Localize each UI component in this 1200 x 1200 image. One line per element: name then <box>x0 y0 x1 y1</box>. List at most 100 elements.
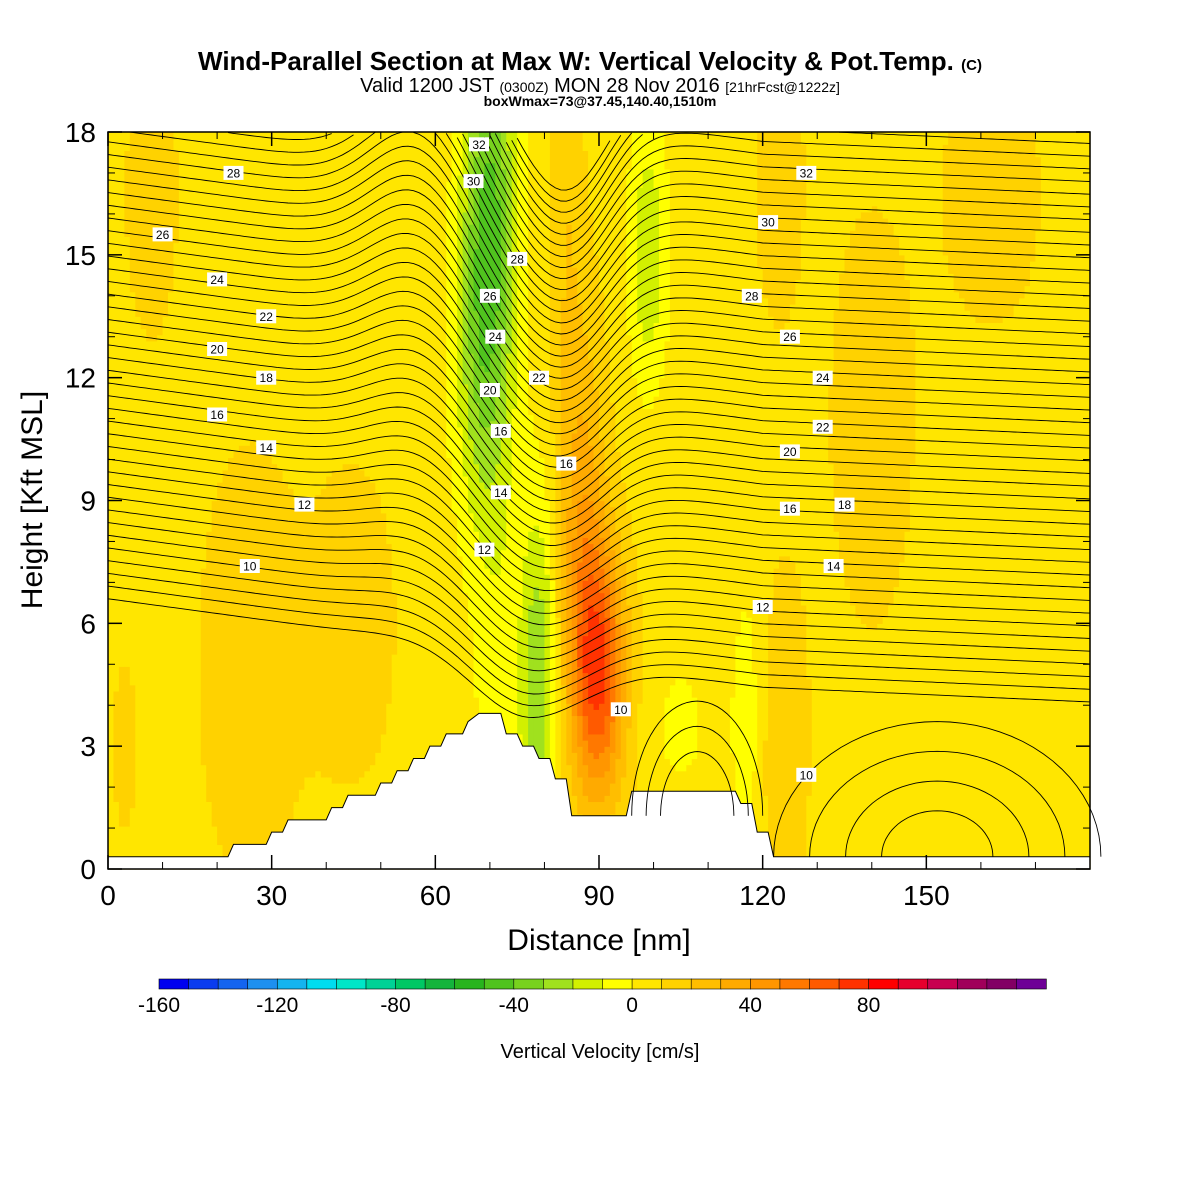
colorbar-swatch <box>158 978 190 990</box>
velocity-cell <box>473 531 480 698</box>
y-axis-label: Height [Kft MSL] <box>16 391 49 609</box>
velocity-cell <box>888 604 895 870</box>
theta-contour <box>773 721 1102 857</box>
velocity-cell <box>648 168 655 342</box>
velocity-cell <box>882 132 889 219</box>
velocity-cell <box>648 132 655 170</box>
velocity-cell <box>129 291 136 686</box>
velocity-cell <box>642 340 649 409</box>
theta-contour <box>511 135 622 202</box>
velocity-cell <box>178 132 185 870</box>
svg-text:14: 14 <box>260 441 274 455</box>
velocity-cell <box>588 574 595 606</box>
velocity-cell <box>293 500 300 803</box>
velocity-cell <box>478 426 486 483</box>
theta-contour <box>107 232 1091 401</box>
velocity-cell <box>364 475 371 772</box>
velocity-cell <box>659 377 666 870</box>
theta-contour <box>631 700 764 816</box>
colorbar-swatch <box>424 978 456 990</box>
velocity-cell <box>582 420 589 495</box>
velocity-cell <box>549 432 556 581</box>
velocity-cell <box>555 132 562 618</box>
svg-text:22: 22 <box>260 310 274 324</box>
velocity-cell <box>615 451 622 532</box>
velocity-cell <box>124 132 131 152</box>
velocity-cell <box>304 132 311 502</box>
svg-text:16: 16 <box>783 502 797 516</box>
velocity-cell <box>588 703 595 735</box>
velocity-cell <box>800 132 807 145</box>
velocity-cell <box>615 715 622 760</box>
velocity-cell <box>124 150 131 238</box>
velocity-cell <box>173 132 180 152</box>
velocity-cell <box>1062 132 1069 870</box>
velocity-cell <box>478 132 486 182</box>
velocity-cell <box>320 488 327 778</box>
vertical-velocity-field <box>108 132 1091 870</box>
velocity-cell <box>653 187 660 323</box>
velocity-cell <box>669 684 676 766</box>
velocity-cell <box>288 132 295 489</box>
velocity-cell <box>953 132 960 293</box>
theta-contour <box>107 585 1091 707</box>
svg-text:10: 10 <box>800 768 814 782</box>
velocity-cell <box>620 132 627 483</box>
theta-contour <box>227 132 1091 291</box>
colorbar-swatch <box>336 978 367 990</box>
velocity-cell <box>648 340 655 409</box>
theta-contour <box>107 331 1091 479</box>
velocity-cell <box>277 469 284 852</box>
velocity-cell <box>386 132 393 545</box>
velocity-cell <box>473 248 480 311</box>
velocity-cell <box>473 310 480 403</box>
velocity-cell <box>124 236 131 667</box>
velocity-cell <box>948 132 955 274</box>
x-axis-label: Distance [nm] <box>507 924 690 957</box>
velocity-cell <box>582 795 589 827</box>
velocity-cell <box>920 132 927 870</box>
colorbar-swatch <box>690 978 722 990</box>
velocity-cell <box>822 132 829 870</box>
velocity-cell <box>200 132 207 569</box>
velocity-cell <box>1046 132 1053 870</box>
velocity-cell <box>238 445 245 870</box>
velocity-cell <box>795 574 802 870</box>
velocity-cell <box>588 132 595 213</box>
velocity-cell <box>926 132 933 870</box>
velocity-cell <box>211 132 218 502</box>
velocity-cell <box>888 224 895 606</box>
velocity-cell <box>326 132 333 477</box>
velocity-cell <box>533 439 540 526</box>
velocity-cell <box>140 132 147 330</box>
velocity-cell <box>358 132 366 471</box>
velocity-cell <box>615 132 622 452</box>
velocity-cell <box>331 132 338 471</box>
velocity-cell <box>478 549 486 796</box>
velocity-cell <box>124 826 131 870</box>
velocity-cell <box>369 132 376 483</box>
theta-label-33: 32 <box>796 165 817 180</box>
velocity-cell <box>342 463 349 784</box>
svg-text:14: 14 <box>494 486 508 500</box>
theta-contour <box>107 382 1091 524</box>
velocity-cell <box>599 623 606 704</box>
velocity-cell <box>500 549 507 870</box>
velocity-cell <box>1068 132 1075 870</box>
velocity-cell <box>566 506 573 704</box>
velocity-cell <box>931 132 938 870</box>
velocity-cell <box>599 752 606 778</box>
velocity-cell <box>768 598 775 870</box>
velocity-cell <box>271 132 278 465</box>
velocity-cell <box>544 574 551 815</box>
velocity-cell <box>773 328 780 569</box>
svg-text:16: 16 <box>560 457 574 471</box>
velocity-cell <box>588 776 595 803</box>
velocity-cell <box>457 555 464 870</box>
velocity-cell <box>609 721 616 753</box>
colorbar-tick-label: -120 <box>256 994 298 1017</box>
theta-contour <box>107 547 1091 672</box>
velocity-cell <box>293 132 300 502</box>
velocity-cell <box>893 132 900 238</box>
velocity-cell <box>582 537 589 581</box>
